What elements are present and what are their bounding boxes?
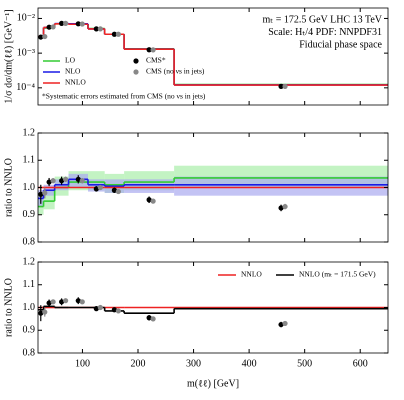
- legend-label: NLO: [65, 67, 81, 76]
- data-point: [59, 299, 65, 305]
- data-point: [111, 187, 117, 193]
- y-tick-label: 0.9: [23, 209, 36, 220]
- plot-area: [38, 20, 388, 89]
- y-tick-label: 1.2: [23, 256, 36, 267]
- data-point: [46, 179, 52, 185]
- data-point: [79, 178, 85, 184]
- legend-label: NNLO (mₜ = 171.5 GeV): [299, 270, 376, 279]
- data-point: [75, 298, 81, 304]
- data-point: [46, 300, 52, 306]
- data-point: [146, 315, 152, 321]
- data-point: [42, 309, 48, 315]
- y-tick-label: 1.1: [23, 279, 36, 290]
- x-tick-label: 600: [353, 358, 368, 369]
- data-point: [50, 24, 56, 30]
- data-point: [79, 21, 85, 27]
- data-point: [59, 20, 65, 26]
- y-axis-label: 1/σ dσ/dm(ℓℓ) [GeV⁻¹]: [3, 9, 14, 103]
- data-point: [75, 176, 81, 182]
- data-point: [115, 308, 121, 314]
- data-point: [79, 299, 85, 305]
- y-tick-label: 1.2: [23, 127, 36, 138]
- legend-label: NNLO: [241, 270, 262, 279]
- data-point: [46, 24, 52, 30]
- y-tick-label: 0.8: [23, 347, 36, 358]
- data-point: [115, 188, 121, 195]
- data-point: [75, 21, 81, 27]
- data-point: [282, 203, 288, 210]
- annotation: Scale: Hₜ/4 PDF: NNPDF31: [268, 27, 382, 38]
- y-tick-label: 0.8: [23, 236, 36, 247]
- data-point: [97, 26, 103, 32]
- uncertainty-band: [174, 176, 388, 196]
- data-point: [38, 34, 44, 40]
- x-tick-label: 100: [75, 358, 90, 369]
- data-point: [278, 205, 284, 211]
- data-point: [93, 186, 99, 192]
- data-point: [111, 31, 117, 37]
- frame: [37, 7, 389, 106]
- data-point: [50, 178, 56, 184]
- data-point: [282, 83, 288, 89]
- y-tick-label: 0.9: [23, 325, 36, 336]
- data-point: [278, 83, 284, 89]
- data-point: [97, 304, 103, 311]
- legend-label: LO: [65, 56, 76, 65]
- legend-label: CMS*: [146, 56, 166, 65]
- data-point: [63, 176, 69, 182]
- data-point: [278, 321, 284, 328]
- data-point: [42, 190, 48, 196]
- data-point: [97, 184, 103, 191]
- data-point: [63, 20, 69, 26]
- y-tick-label: 10⁻²: [17, 13, 35, 24]
- legend-marker: [133, 58, 139, 64]
- y-axis-label: ratio to NNLO: [3, 278, 14, 337]
- plot-area: [38, 165, 388, 215]
- data-point: [42, 33, 48, 40]
- uncertainty-band: [43, 190, 55, 210]
- annotation: Fiducial phase space: [299, 39, 382, 50]
- data-point: [93, 26, 99, 32]
- x-tick-label: 400: [242, 358, 257, 369]
- y-tick-label: 1.0: [23, 302, 36, 313]
- data-point: [150, 198, 156, 204]
- y-axis-label: ratio to NNLO: [3, 158, 14, 217]
- y-tick-label: 1.0: [23, 182, 36, 193]
- data-point: [150, 47, 156, 53]
- note: *Systematic errors estimated from CMS (n…: [42, 92, 206, 101]
- x-axis-label: m(ℓℓ) [GeV]: [187, 378, 239, 389]
- legend-marker: [133, 69, 139, 75]
- plot-area: [38, 297, 388, 328]
- y-tick-label: 1.1: [23, 155, 36, 166]
- data-point: [93, 306, 99, 312]
- data-point: [146, 47, 152, 53]
- data-point: [150, 316, 156, 322]
- legend-label: CMS (no νs in jets): [146, 67, 205, 76]
- annotation: mₜ = 172.5 GeV LHC 13 TeV: [263, 14, 383, 25]
- legend-label: NNLO: [65, 78, 86, 87]
- y-tick-label: 10⁻³: [17, 47, 35, 58]
- data-point: [111, 307, 117, 313]
- data-point: [63, 298, 69, 304]
- data-point: [146, 197, 152, 203]
- x-tick-label: 500: [297, 358, 312, 369]
- data-point: [38, 191, 44, 197]
- x-tick-label: 200: [131, 358, 146, 369]
- data-point: [282, 320, 288, 327]
- data-point: [59, 178, 65, 184]
- data-point: [50, 299, 56, 305]
- data-point: [115, 31, 121, 37]
- x-tick-label: 300: [186, 358, 201, 369]
- data-point: [38, 310, 44, 316]
- y-tick-label: 10⁻⁴: [16, 82, 35, 93]
